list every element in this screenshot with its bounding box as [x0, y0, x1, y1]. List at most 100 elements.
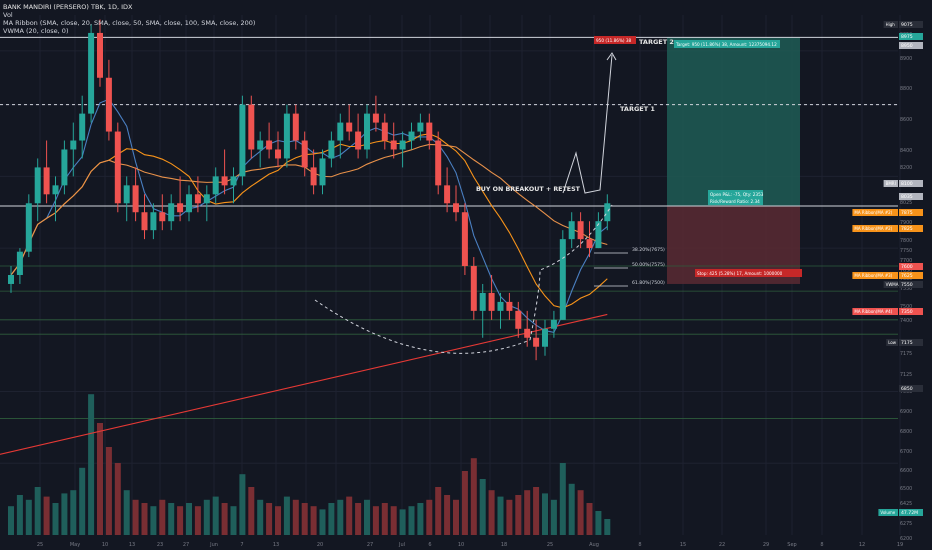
badge-label-bg [852, 308, 898, 315]
badge-label-text: MA Ribbon(MA #3) [854, 273, 892, 278]
projection-path [562, 54, 613, 194]
candle-body [16, 251, 23, 275]
candle-body [292, 113, 299, 141]
candle-body [524, 328, 531, 338]
volume-bar [114, 463, 121, 535]
time-tick: May [70, 542, 80, 548]
candle-body [257, 140, 264, 150]
retest-curve [529, 204, 613, 341]
volume-bar [177, 506, 184, 535]
price-badge-bg [899, 272, 923, 279]
price-badge-text: 7175 [901, 340, 913, 346]
candle-body [177, 203, 184, 213]
badge-label-bg [883, 180, 898, 187]
candle-body [141, 212, 148, 231]
candle-body [310, 167, 317, 186]
volume-bar [444, 495, 451, 535]
time-tick: 13 [129, 542, 135, 548]
volume-bar [8, 506, 14, 535]
candle-body [470, 266, 477, 311]
badge-label-text: MA Ribbon(MA #2) [854, 226, 892, 231]
candle-body [381, 122, 388, 141]
price-badge-bg [899, 308, 923, 315]
volume-bar [61, 493, 68, 535]
badge-label-bg [883, 281, 898, 288]
volume-legend: Vol [3, 11, 13, 19]
candle-body [266, 140, 273, 150]
volume-bar [292, 499, 299, 535]
candle-body [8, 275, 14, 284]
price-badge-text: 7625 [901, 273, 913, 279]
price-badge-text: 7350 [901, 309, 913, 315]
volume-bar [453, 499, 459, 535]
volume-bar [212, 496, 219, 535]
volume-bar [16, 495, 23, 535]
badge-label-text: VWMA [886, 282, 899, 287]
price-tick: 7750 [900, 248, 912, 254]
volume-bar [132, 499, 139, 535]
symbol-title: BANK MANDIRI (PERSERO) TBK, 1D, IDX [3, 3, 133, 11]
volume-bar [426, 499, 433, 535]
candle-body [337, 122, 344, 141]
candle-body [533, 337, 540, 347]
badge-label-bg [886, 339, 898, 346]
candle-body [105, 77, 112, 132]
candle-body [453, 203, 459, 213]
price-badge-text: 7550 [901, 282, 913, 288]
volume-bar [123, 490, 130, 535]
volume-bar [417, 503, 424, 535]
target-box-text: Target: 950 (11.86%) 38, Amount: 1237509… [675, 42, 777, 47]
volume-bar [301, 503, 308, 535]
badge-label-text: MA Ribbon(MA #2) [854, 210, 892, 215]
candle-body [604, 203, 611, 222]
price-tick: 6700 [900, 449, 912, 455]
candle-body [43, 167, 50, 195]
vwma-legend: VWMA (20, close, 0) [3, 27, 69, 35]
candle-body [372, 113, 379, 123]
volume-bar [52, 503, 59, 535]
risk-reward-text: Risk/Reward Ratio: 2.34 [710, 199, 760, 204]
price-tick: 6600 [900, 468, 912, 474]
price-badge-bg [899, 180, 923, 187]
time-tick: 29 [763, 542, 769, 548]
candle-body [97, 32, 103, 78]
price-badge-bg [899, 21, 923, 28]
price-badge-bg [899, 225, 923, 232]
volume-bar [408, 506, 415, 535]
price-badge-bg [899, 209, 923, 216]
price-tick: 7550 [900, 286, 912, 292]
price-badge-text: 7875 [901, 210, 913, 216]
price-badge-text: 8975 [901, 34, 913, 40]
volume-bar [230, 506, 237, 535]
candle-body [132, 185, 139, 213]
time-tick: 23 [157, 542, 163, 548]
candle-body [123, 185, 130, 204]
volume-bar [479, 479, 486, 535]
time-tick: Jul [398, 542, 405, 548]
candle-body [461, 212, 468, 267]
time-tick: 8 [820, 542, 823, 548]
candle-body [283, 113, 290, 159]
volume-bar [275, 506, 281, 535]
pl-box-bg [708, 190, 763, 205]
ma100-line [10, 143, 608, 276]
price-badge-text: 9075 [901, 22, 913, 28]
price-tick: 8400 [900, 148, 912, 154]
badge-label-bg [878, 509, 898, 516]
candle-body [194, 194, 201, 204]
volume-bar [141, 503, 148, 535]
volume-bar [533, 487, 540, 535]
volume-bar [399, 509, 406, 535]
price-badge-text: 47.72M [901, 510, 918, 516]
candle-body [550, 319, 557, 329]
price-badge-text: 7825 [901, 226, 913, 232]
time-tick: 25 [37, 542, 43, 548]
stop-box-bg [695, 269, 802, 277]
price-tick: 7500 [900, 304, 912, 310]
time-tick: 27 [367, 542, 373, 548]
candle-body [479, 292, 486, 311]
target2-tag-text: 950 (11.86%) 38 [596, 38, 632, 43]
time-tick: Aug [589, 542, 599, 548]
volume-bar [257, 499, 264, 535]
